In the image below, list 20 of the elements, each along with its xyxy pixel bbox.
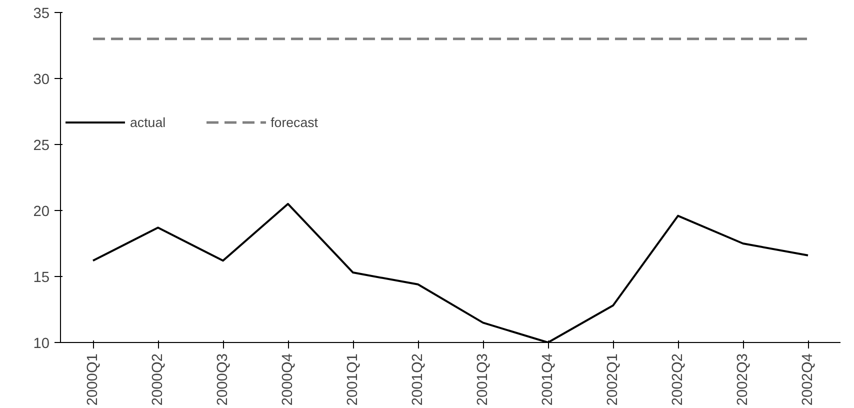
x-tick-label: 2000Q4 [280, 354, 296, 406]
legend-label: actual [130, 114, 166, 130]
x-tick-label: 2002Q4 [800, 354, 816, 406]
x-tick-label: 2001Q3 [475, 354, 491, 406]
y-tick-label: 25 [33, 138, 50, 154]
y-tick-label: 20 [33, 204, 50, 220]
x-tick-label: 2002Q3 [735, 354, 751, 406]
legend-label: forecast [270, 114, 318, 130]
y-tick-label: 10 [33, 336, 50, 352]
x-tick-label: 2000Q2 [150, 354, 166, 406]
x-tick-label: 2002Q2 [670, 354, 686, 406]
x-tick-label: 2001Q2 [410, 354, 426, 406]
x-tick-label: 2002Q1 [605, 354, 621, 406]
x-tick-label: 2000Q3 [215, 354, 231, 406]
y-tick-label: 15 [33, 270, 50, 286]
x-tick-label: 2001Q4 [540, 354, 556, 406]
y-tick-label: 35 [33, 6, 50, 22]
x-tick-label: 2001Q1 [345, 354, 361, 406]
x-tick-label: 2000Q1 [85, 354, 101, 406]
y-tick-label: 30 [33, 72, 50, 88]
